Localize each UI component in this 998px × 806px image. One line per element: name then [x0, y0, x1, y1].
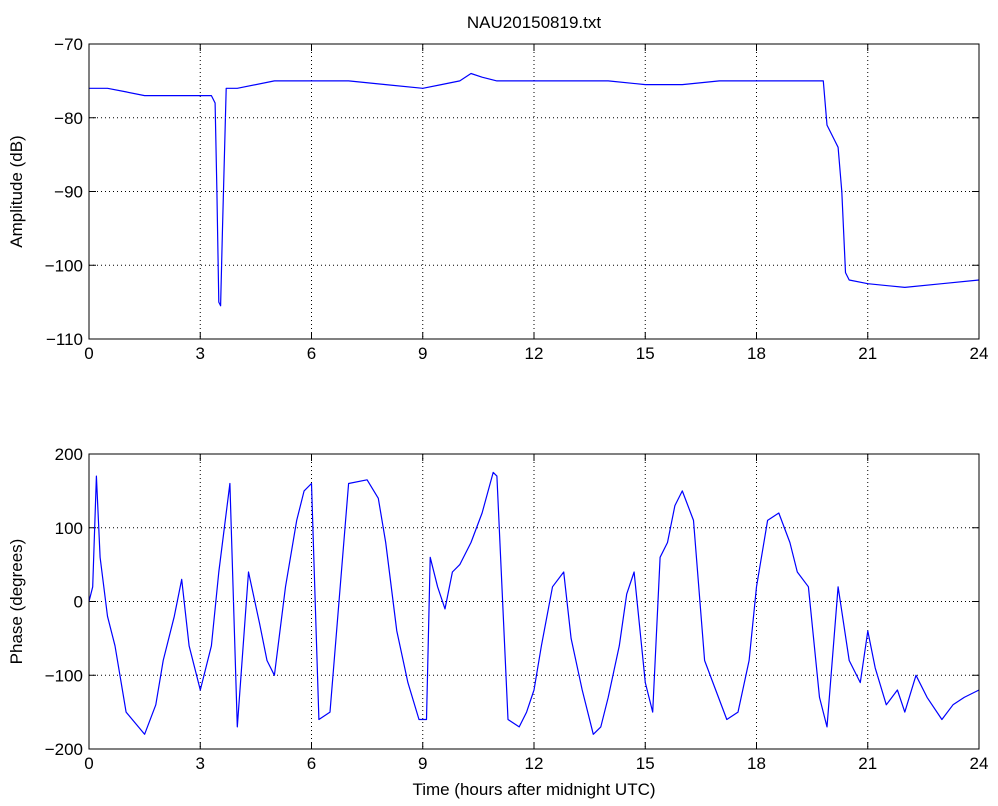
amplitude-y-tick-label: −80 — [54, 109, 83, 128]
amplitude-x-tick-label: 3 — [196, 344, 205, 363]
amplitude-x-tick-label: 21 — [858, 344, 877, 363]
amplitude-x-tick-label: 0 — [84, 344, 93, 363]
phase-panel: 0 3 6 9 12 15 18 21 24 −200 −100 0 100 200 Phase (deg… — [7, 445, 988, 799]
amplitude-panel: 0 3 6 9 12 15 18 21 24 −110 −100 −90 −80 −70 Amplitud… — [7, 35, 988, 363]
figure-title: NAU20150819.txt — [467, 13, 601, 32]
phase-y-axis-label: Phase (degrees) — [7, 539, 26, 665]
amplitude-x-tick-label: 24 — [970, 344, 989, 363]
phase-y-tick-label: −200 — [45, 740, 83, 759]
phase-x-tick-label: 0 — [84, 754, 93, 773]
phase-y-tick-label: 0 — [74, 593, 83, 612]
amplitude-x-tick-label: 15 — [636, 344, 655, 363]
phase-x-tick-label: 3 — [196, 754, 205, 773]
phase-x-tick-label: 15 — [636, 754, 655, 773]
amplitude-y-tick-label: −100 — [45, 256, 83, 275]
phase-x-tick-label: 12 — [525, 754, 544, 773]
amplitude-series-group — [89, 72, 980, 307]
phase-axes-frame — [88, 453, 980, 750]
phase-ticks: 0 3 6 9 12 15 18 21 24 −200 −100 0 100 200 — [45, 445, 989, 773]
phase-series-group — [88, 471, 980, 735]
phase-x-axis-label: Time (hours after midnight UTC) — [412, 780, 655, 799]
phase-x-tick-label: 21 — [858, 754, 877, 773]
amplitude-x-tick-label: 6 — [307, 344, 316, 363]
amplitude-axes-frame — [88, 43, 980, 340]
amplitude-x-tick-label: 18 — [747, 344, 766, 363]
phase-y-tick-label: 200 — [55, 445, 83, 464]
amplitude-x-tick-label: 9 — [418, 344, 427, 363]
phase-y-tick-label: 100 — [55, 519, 83, 538]
amplitude-y-tick-label: −90 — [54, 183, 83, 202]
phase-grid — [89, 454, 979, 749]
phase-x-tick-label: 24 — [970, 754, 989, 773]
amplitude-x-tick-label: 12 — [525, 344, 544, 363]
phase-series-line — [88, 471, 980, 735]
amplitude-series-line — [89, 72, 980, 307]
phase-x-tick-label: 18 — [747, 754, 766, 773]
amplitude-ticks: 0 3 6 9 12 15 18 21 24 −110 −100 −90 −80 −70 — [45, 35, 989, 363]
phase-y-tick-label: −100 — [45, 666, 83, 685]
amplitude-grid — [89, 44, 979, 339]
amplitude-y-tick-label: −70 — [54, 35, 83, 54]
phase-x-tick-label: 9 — [418, 754, 427, 773]
amplitude-y-tick-label: −110 — [46, 330, 83, 349]
amplitude-y-axis-label: Amplitude (dB) — [7, 135, 26, 247]
phase-x-tick-label: 6 — [307, 754, 316, 773]
